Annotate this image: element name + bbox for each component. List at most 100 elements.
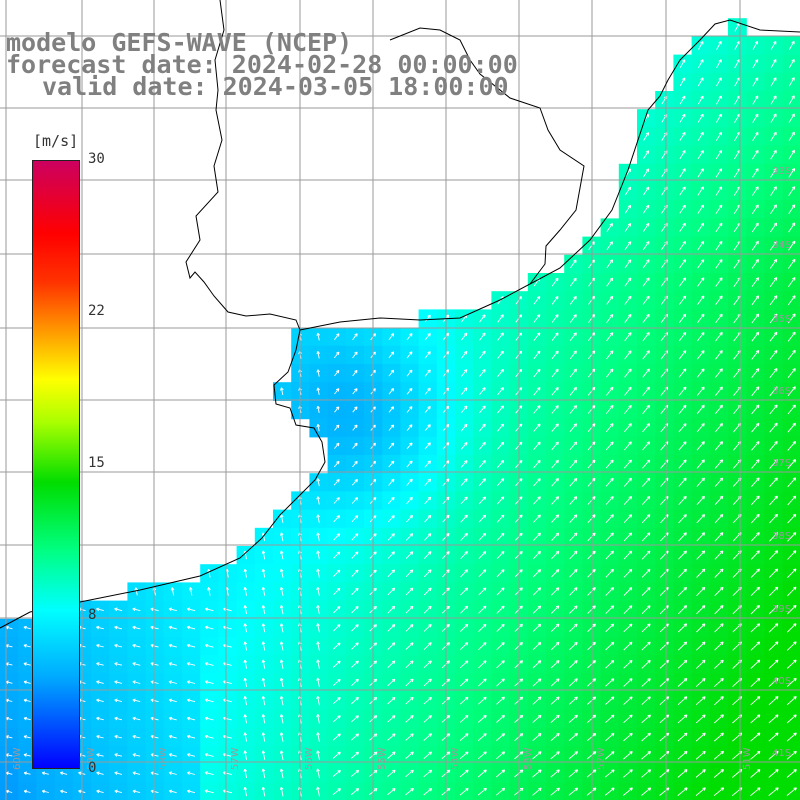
- wind-arrow: [642, 241, 650, 251]
- wind-arrow: [624, 368, 632, 378]
- lon-label: 59W: [86, 747, 97, 770]
- wind-arrow: [388, 478, 395, 486]
- wind-arrow: [751, 422, 760, 433]
- wind-arrow: [677, 714, 688, 724]
- wind-arrow: [497, 332, 504, 341]
- wind-arrow: [114, 680, 123, 684]
- wind-arrow: [695, 750, 706, 760]
- wind-arrow: [496, 605, 505, 614]
- wind-arrow: [715, 331, 723, 342]
- wind-arrow: [751, 295, 760, 306]
- colorbar: [32, 160, 80, 769]
- wind-arrow: [497, 387, 504, 396]
- wind-arrow: [677, 732, 688, 742]
- wind-arrow: [714, 586, 724, 597]
- wind-arrow: [605, 404, 614, 414]
- wind-arrow: [316, 768, 320, 779]
- wind-arrow: [114, 662, 123, 666]
- wind-arrow: [769, 459, 778, 469]
- wind-arrow: [750, 604, 761, 615]
- wind-arrow: [677, 769, 688, 778]
- wind-arrow: [168, 625, 177, 630]
- wind-arrow: [624, 277, 632, 287]
- wind-arrow: [788, 277, 796, 287]
- wind-arrow: [333, 515, 341, 523]
- wind-arrow: [751, 459, 760, 469]
- wind-arrow: [532, 550, 541, 560]
- wind-arrow: [787, 404, 796, 415]
- wind-arrow: [188, 587, 193, 596]
- wind-arrow: [696, 641, 706, 651]
- wind-arrow: [695, 677, 706, 687]
- wind-arrow: [698, 41, 704, 50]
- wind-arrow: [696, 568, 706, 578]
- wind-arrow: [316, 659, 320, 669]
- wind-arrow: [624, 350, 632, 360]
- wind-arrow: [243, 587, 248, 596]
- wind-arrow: [678, 477, 687, 487]
- wind-arrow: [716, 59, 722, 69]
- wind-arrow: [351, 678, 359, 687]
- wind-arrow: [478, 460, 486, 468]
- wind-arrow: [316, 623, 320, 633]
- wind-arrow: [770, 204, 777, 215]
- wind-arrow: [424, 533, 432, 541]
- lat-label: 36S: [772, 386, 791, 397]
- wind-arrow: [532, 787, 542, 796]
- wind-arrow: [478, 405, 486, 414]
- wind-arrow: [770, 168, 777, 178]
- wind-arrow: [351, 660, 359, 668]
- wind-arrow: [750, 550, 760, 560]
- wind-arrow: [769, 313, 778, 324]
- wind-arrow: [752, 77, 759, 87]
- wind-arrow: [279, 750, 284, 760]
- wind-arrow: [496, 751, 506, 760]
- wind-arrow: [714, 732, 724, 742]
- wind-arrow: [186, 716, 196, 721]
- wind-arrow: [332, 751, 341, 759]
- wind-arrow: [496, 787, 506, 796]
- wind-arrow: [243, 696, 248, 706]
- wind-arrow: [279, 568, 284, 578]
- wind-arrow: [405, 605, 414, 614]
- wind-arrow: [243, 714, 248, 724]
- wind-arrow: [478, 660, 487, 669]
- wind-arrow: [497, 314, 504, 323]
- wind-arrow: [750, 513, 760, 524]
- wind-arrow: [460, 423, 468, 432]
- wind-arrow: [316, 332, 321, 341]
- wind-arrow: [569, 386, 577, 396]
- lon-label: 52W: [596, 747, 607, 770]
- wind-arrow: [769, 422, 778, 433]
- wind-arrow: [605, 532, 614, 542]
- wind-arrow: [642, 277, 650, 287]
- wind-arrow: [96, 680, 104, 684]
- wind-arrow: [406, 460, 413, 468]
- wind-arrow: [478, 733, 487, 741]
- wind-arrow: [423, 605, 432, 614]
- wind-arrow: [23, 716, 31, 721]
- wind-arrow: [168, 771, 177, 775]
- wind-arrow: [569, 605, 578, 614]
- wind-arrow: [388, 496, 395, 505]
- wind-arrow: [623, 495, 633, 505]
- wind-arrow: [568, 641, 578, 651]
- wind-arrow: [551, 295, 559, 305]
- wind-arrow: [643, 150, 650, 159]
- wind-arrow: [696, 605, 706, 615]
- wind-arrow: [279, 514, 284, 523]
- wind-arrow: [478, 623, 487, 632]
- wind-arrow: [423, 787, 433, 796]
- wind-arrow: [696, 459, 705, 469]
- wind-arrow: [459, 678, 469, 687]
- wind-arrow: [714, 441, 724, 451]
- wind-arrow: [332, 733, 341, 741]
- wind-vector-field: [5, 22, 797, 797]
- wind-arrow: [750, 659, 761, 669]
- wind-arrow: [23, 753, 31, 757]
- wind-arrow: [132, 716, 141, 721]
- wind-arrow: [279, 768, 284, 779]
- wind-arrow: [114, 607, 123, 612]
- wind-arrow: [641, 514, 651, 524]
- wind-arrow: [41, 789, 49, 794]
